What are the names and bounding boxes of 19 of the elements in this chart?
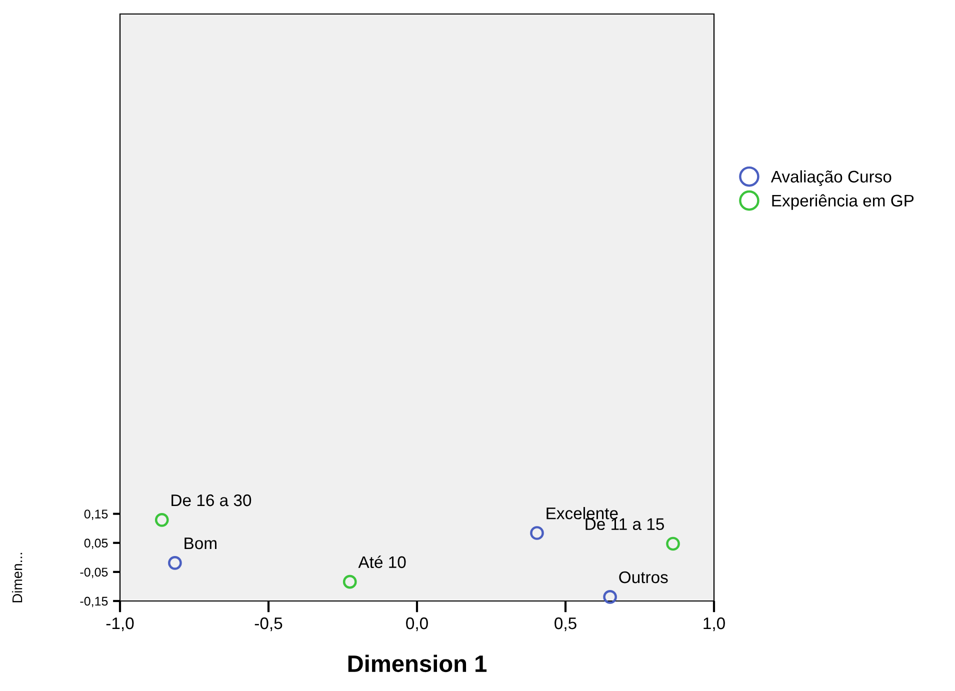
y-axis-title: Dimen... bbox=[12, 552, 22, 602]
x-tick-label: 0,5 bbox=[554, 617, 576, 632]
annotation: Outros bbox=[619, 571, 668, 584]
annotation: De 11 a 15 bbox=[586, 518, 664, 530]
y-tick-label: 0,05 bbox=[84, 538, 108, 550]
x-axis-title: Dimension 1 bbox=[348, 654, 487, 672]
x-tick-label: 0,0 bbox=[406, 617, 428, 632]
legend-label: Avaliação Curso bbox=[770, 170, 892, 186]
legend-label: Experiência em GP bbox=[772, 194, 914, 210]
x-tick-label: 1,0 bbox=[704, 617, 725, 632]
annotation: De 16 a 30 bbox=[172, 494, 252, 506]
y-tick-label: -0,05 bbox=[80, 568, 108, 578]
annotation: Bom bbox=[184, 538, 216, 550]
annotation: Até 10 bbox=[358, 556, 406, 568]
y-tick-label: 0,15 bbox=[84, 510, 108, 520]
x-tick-label: -0,5 bbox=[254, 617, 282, 632]
x-tick-label: -1,0 bbox=[106, 617, 134, 632]
annotation: Excelente bbox=[546, 507, 618, 520]
y-tick-label: -0,15 bbox=[80, 596, 108, 608]
